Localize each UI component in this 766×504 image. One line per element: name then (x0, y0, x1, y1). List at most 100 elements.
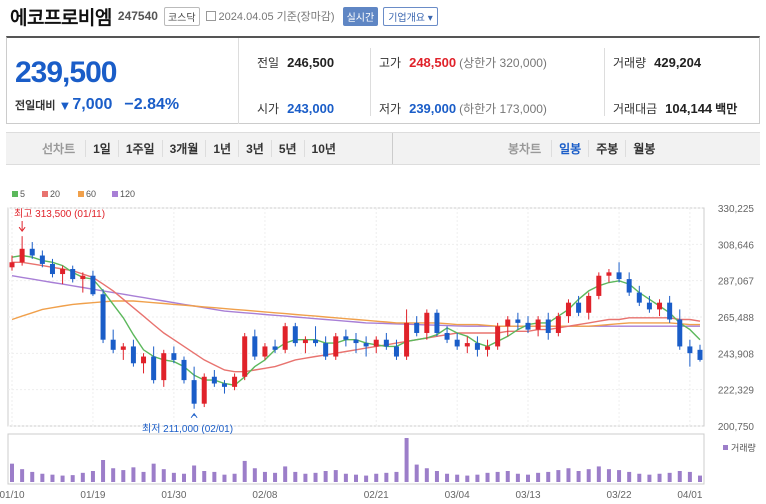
high-arrow-head (18, 226, 26, 232)
volume-bar (192, 465, 197, 482)
candle-body (434, 312, 440, 333)
volume-bar (151, 463, 156, 482)
high-cell: 고가 248,500 (상한가 320,000) (379, 54, 547, 71)
tab-3months[interactable]: 3개월 (161, 140, 206, 157)
volume-bar (495, 471, 500, 482)
tab-1day[interactable]: 1일 (85, 140, 118, 157)
volume-label: 거래량 (613, 56, 647, 70)
candle-body (80, 275, 86, 280)
volume-bar (70, 475, 75, 482)
tab-weekly[interactable]: 주봉 (588, 140, 625, 157)
candle-body (49, 263, 55, 275)
volume-bar (364, 475, 369, 482)
tab-1week[interactable]: 1주일 (117, 140, 162, 157)
volume-bar (262, 471, 267, 482)
volume-bar (30, 471, 35, 482)
stock-code: 247540 (117, 9, 158, 23)
candle-body (201, 376, 207, 404)
volume-bar (202, 471, 207, 482)
prev-close-label: 전일 (257, 56, 280, 70)
volume-bar (232, 473, 237, 482)
price-change: 전일대비 ▼ 7,000 −2.84% (15, 96, 179, 114)
candle-chart-tabs: 봉차트 일봉 주봉 월봉 (508, 133, 662, 164)
candle-body (70, 268, 76, 280)
candle-body (626, 279, 632, 293)
candle-body (211, 376, 217, 384)
volume-bar (566, 468, 571, 482)
tab-5years[interactable]: 5년 (270, 140, 304, 157)
volume-bar (50, 474, 55, 482)
candle-body (636, 292, 642, 303)
high-annotation: 최고 313,500 (01/11) (14, 208, 105, 220)
stock-chart[interactable]: 5 20 60 120 330,225 308,646 287,067 265,488 243,… (0, 180, 766, 504)
volume-bar (536, 472, 541, 482)
market-badge: 코스닥 (163, 6, 200, 26)
tab-1year[interactable]: 1년 (205, 140, 238, 157)
line-chart-tabs: 선차트 1일 1주일 3개월 1년 3년 5년 10년 (42, 133, 343, 164)
volume-bar (526, 474, 530, 482)
candle-body (120, 346, 126, 350)
upper-limit: (상한가 320,000) (459, 56, 547, 70)
candle-body (485, 346, 491, 350)
volume-bar (273, 472, 278, 482)
volume-bar (465, 475, 470, 482)
volume-bar (10, 463, 14, 482)
x-tick-label: 01/30 (161, 490, 186, 501)
volume-bar (515, 473, 520, 482)
price-summary-panel: 239,500 전일대비 ▼ 7,000 −2.84% 전일 246,500 시… (6, 36, 760, 124)
candle-body (525, 322, 531, 330)
low-arrow-head (190, 412, 198, 419)
volume-bar (171, 472, 176, 482)
realtime-button[interactable]: 실시간 (342, 6, 379, 26)
y-tick-label: 265,488 (718, 313, 755, 324)
x-tick-label: 03/22 (607, 490, 632, 501)
volume-bar (606, 469, 611, 482)
candle-body (191, 380, 197, 404)
document-icon (205, 11, 216, 21)
candle-body (677, 319, 683, 347)
candle-body (565, 302, 571, 317)
volume-bar (131, 467, 136, 482)
high-value: 248,500 (409, 55, 457, 70)
series-ma5 (11, 254, 701, 386)
down-arrow-icon: ▼ (58, 97, 72, 113)
candle-body (454, 339, 460, 347)
volume-bar (303, 473, 308, 482)
volume-bar (40, 473, 45, 482)
candle-body (495, 326, 501, 347)
volume-bar (212, 471, 217, 482)
volume-bar (424, 468, 429, 482)
low-annotation: 최저 211,000 (02/01) (142, 423, 233, 435)
volume-bar (687, 471, 692, 482)
prev-close-value: 246,500 (287, 55, 335, 70)
volume-bar (586, 469, 591, 482)
low-value: 239,000 (409, 101, 457, 116)
candle-body (687, 346, 693, 354)
volume-bar (222, 474, 227, 482)
candle-body (505, 319, 511, 327)
tab-divider (392, 133, 393, 164)
candle-body (444, 332, 450, 340)
tab-daily[interactable]: 일봉 (551, 140, 588, 157)
x-tick-label: 02/08 (252, 490, 277, 501)
x-tick-label: 01/19 (80, 490, 105, 501)
amount-cell: 거래대금 104,144 백만 (613, 100, 737, 117)
candle-body (515, 319, 521, 323)
volume-bar (394, 471, 399, 482)
tab-monthly[interactable]: 월봉 (625, 140, 662, 157)
candle-body (697, 349, 703, 360)
volume-bar (647, 474, 652, 482)
tab-3years[interactable]: 3년 (238, 140, 271, 157)
candle-body (272, 346, 278, 350)
tab-10years[interactable]: 10년 (303, 140, 343, 157)
volume-legend-label: 거래량 (731, 442, 756, 453)
candle-body (343, 336, 349, 340)
company-info-dropdown[interactable]: 기업개요 ▾ (383, 6, 438, 26)
candle-body (302, 339, 308, 344)
high-label: 고가 (379, 56, 402, 70)
stock-name: 에코프로비엠 (10, 7, 112, 29)
candle-body (151, 356, 157, 381)
open-value: 243,000 (287, 101, 335, 116)
current-price: 239,500 (15, 56, 117, 89)
volume-cell: 거래량 429,204 (613, 54, 701, 71)
